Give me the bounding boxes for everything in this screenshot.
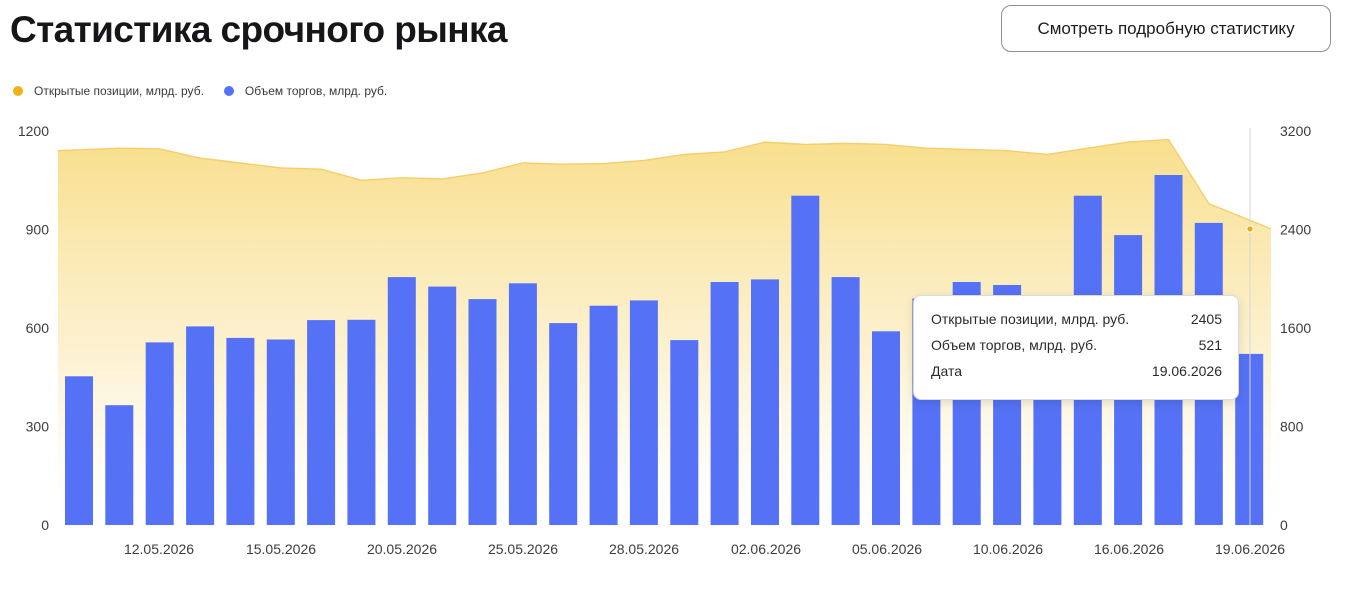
open-interest-line	[57, 138, 1272, 230]
volume-bar[interactable]	[186, 326, 215, 525]
volume-bar[interactable]	[428, 286, 457, 525]
volume-bar[interactable]	[307, 320, 336, 525]
y-right-tick-label: 1600	[1280, 320, 1311, 336]
volume-bar[interactable]	[387, 277, 416, 525]
y-right-tick-label: 800	[1280, 419, 1304, 435]
volume-bar[interactable]	[549, 323, 578, 525]
y-left-tick-label: 300	[26, 419, 50, 435]
legend-label-open-positions: Открытые позиции, млрд. руб.	[34, 84, 204, 98]
volume-bar[interactable]	[710, 282, 739, 525]
tooltip-value-open-positions: 2405	[1190, 311, 1222, 327]
volume-bar[interactable]	[831, 277, 860, 525]
volume-bar[interactable]	[589, 305, 618, 525]
volume-bar[interactable]	[105, 405, 134, 525]
x-tick-label: 19.06.2026	[1215, 541, 1285, 557]
tooltip-label-open-positions: Открытые позиции, млрд. руб.	[931, 311, 1130, 327]
y-right-tick-label: 0	[1280, 517, 1288, 533]
legend-label-trading-volume: Объем торгов, млрд. руб.	[244, 84, 388, 98]
volume-bar[interactable]	[872, 331, 900, 525]
volume-bar[interactable]	[266, 339, 295, 526]
x-tick-label: 05.06.2026	[852, 541, 922, 557]
x-tick-label: 16.06.2026	[1094, 541, 1164, 557]
page-title: Статистика срочного рынка	[10, 9, 507, 50]
tooltip-value-date: 19.06.2026	[1151, 363, 1222, 379]
volume-bar[interactable]	[468, 299, 497, 525]
tooltip-value-trading-volume: 521	[1198, 337, 1222, 353]
y-left-tick-label: 600	[26, 320, 50, 336]
y-right-tick-label: 3200	[1280, 123, 1311, 139]
volume-bar[interactable]	[145, 342, 174, 525]
volume-bar[interactable]	[65, 376, 93, 525]
tooltip-label-date: Дата	[931, 363, 963, 379]
tooltip-row-trading-volume: Объем торгов, млрд. руб. 521	[931, 332, 1222, 358]
x-tick-label: 20.05.2026	[367, 541, 437, 557]
volume-bar[interactable]	[1235, 353, 1264, 525]
tooltip-row-date: Дата 19.06.2026	[931, 358, 1222, 384]
y-left-tick-label: 900	[26, 222, 50, 238]
tooltip-row-open-positions: Открытые позиции, млрд. руб. 2405	[931, 306, 1222, 332]
x-tick-label: 15.05.2026	[246, 541, 316, 557]
chart-legend: Открытые позиции, млрд. руб. Объем торго…	[13, 84, 387, 98]
x-tick-label: 28.05.2026	[609, 541, 679, 557]
chart-tooltip: Открытые позиции, млрд. руб. 2405 Объем …	[913, 295, 1239, 400]
x-tick-label: 02.06.2026	[731, 541, 801, 557]
volume-bar[interactable]	[670, 340, 699, 525]
volume-bar[interactable]	[791, 195, 820, 525]
x-tick-label: 12.05.2026	[124, 541, 194, 557]
legend-marker-trading-volume	[223, 86, 234, 96]
x-tick-label: 10.06.2026	[973, 541, 1043, 557]
y-left-tick-label: 0	[41, 517, 49, 533]
detailed-stats-button[interactable]: Смотреть подробную статистику	[1001, 5, 1331, 52]
tooltip-label-trading-volume: Объем торгов, млрд. руб.	[931, 337, 1098, 353]
y-left-tick-label: 1200	[18, 123, 49, 139]
volume-bar[interactable]	[629, 300, 658, 525]
volume-bar[interactable]	[751, 279, 779, 525]
volume-bar[interactable]	[508, 283, 537, 525]
open-interest-marker	[1246, 225, 1254, 233]
legend-item-open-positions[interactable]: Открытые позиции, млрд. руб.	[13, 84, 204, 98]
legend-item-trading-volume[interactable]: Объем торгов, млрд. руб.	[223, 84, 388, 98]
volume-bar[interactable]	[347, 319, 376, 525]
y-right-tick-label: 2400	[1280, 222, 1311, 238]
x-tick-label: 25.05.2026	[488, 541, 558, 557]
volume-bar[interactable]	[226, 337, 255, 525]
legend-marker-open-positions	[13, 86, 23, 96]
